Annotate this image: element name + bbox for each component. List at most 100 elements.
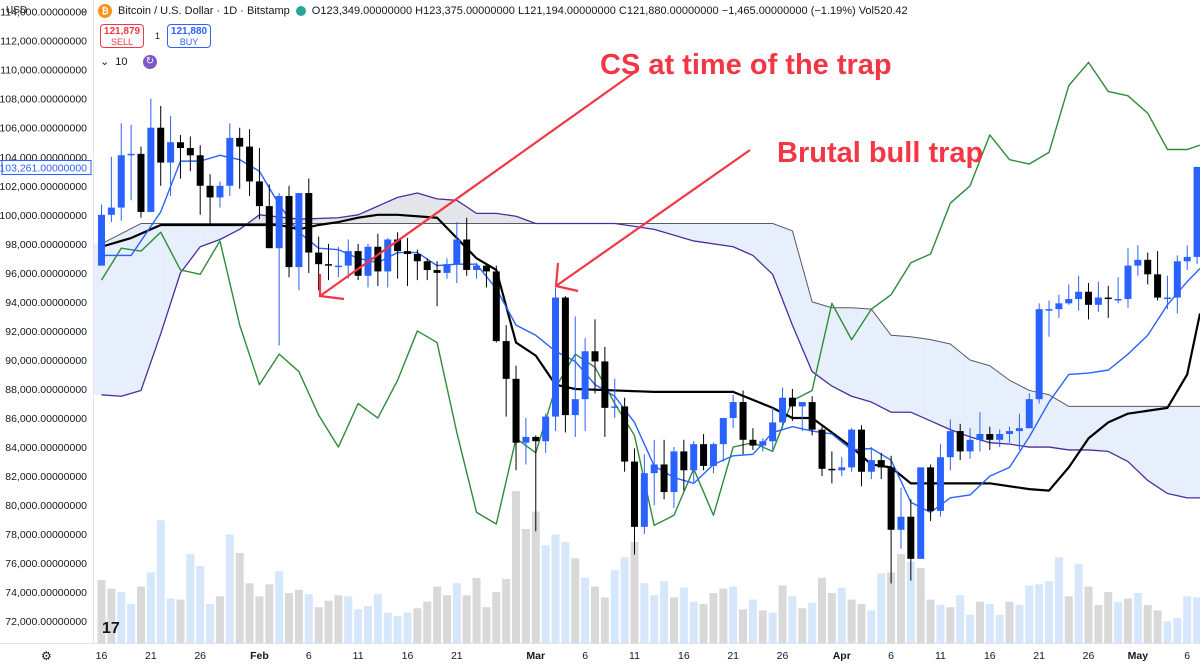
candle-body xyxy=(1075,291,1083,300)
volume-bar xyxy=(423,601,432,643)
symbol-title[interactable]: Bitcoin / U.S. Dollar · 1D · Bitstamp xyxy=(118,5,290,17)
indicator-lines xyxy=(100,61,1200,527)
volume-bar xyxy=(1054,557,1063,643)
candle-body xyxy=(956,431,964,452)
volume-bar xyxy=(699,603,708,643)
cloud-segment xyxy=(1187,406,1198,498)
market-status-icon xyxy=(295,6,306,16)
cloud-segment xyxy=(762,223,773,275)
candle-body xyxy=(1154,274,1162,298)
candle-body xyxy=(1124,265,1132,300)
candle-body xyxy=(354,251,362,276)
volume-bar xyxy=(176,599,185,643)
y-tick-label: 108,000.00000000 xyxy=(0,94,87,106)
candle-body xyxy=(976,433,984,440)
cloud-segment xyxy=(1068,406,1079,450)
sell-price: 121,879 xyxy=(103,26,141,37)
currency-caret-icon[interactable]: ⌄ xyxy=(80,5,88,15)
cloud-segment xyxy=(989,365,1000,444)
candle-body xyxy=(384,239,392,272)
candle-body xyxy=(729,402,737,419)
candle-body xyxy=(315,252,323,265)
kijun-line xyxy=(101,213,1200,492)
candle-body xyxy=(176,142,184,149)
chevron-down-icon[interactable]: ⌄ xyxy=(100,56,110,68)
price-badge-text: 103,261.00000000 xyxy=(0,162,87,174)
candle-body xyxy=(403,251,411,255)
cloud-segment xyxy=(1167,406,1178,496)
cloud-segment xyxy=(930,339,941,426)
candle-body xyxy=(532,436,540,442)
cloud-segment xyxy=(407,193,418,224)
candle-body xyxy=(502,341,510,379)
cloud-segment xyxy=(1147,406,1158,487)
cloud-segment xyxy=(910,336,921,417)
cloud-segment xyxy=(506,214,517,224)
candle-body xyxy=(808,402,816,430)
cloud-segment xyxy=(210,223,220,244)
cloud-segment xyxy=(713,223,724,246)
volume-bar xyxy=(512,491,521,643)
volume-bar xyxy=(798,608,807,643)
open-label: O xyxy=(311,5,321,17)
y-tick-label: 114,000.00000000 xyxy=(0,7,87,19)
candle-body xyxy=(709,444,717,466)
volume-bar xyxy=(768,612,777,643)
logo-text: 17 xyxy=(102,620,120,637)
candle-body xyxy=(512,378,520,443)
buy-button[interactable]: 121,880 BUY xyxy=(167,24,211,48)
cloud-segment xyxy=(940,341,951,430)
x-tick-label: 26 xyxy=(777,650,789,662)
cloud-segment xyxy=(476,213,487,224)
volume-bar xyxy=(413,608,422,643)
volume-bar xyxy=(719,588,728,643)
x-tick-label: May xyxy=(1128,650,1149,662)
cloud-segment xyxy=(387,197,398,224)
x-tick-label: 16 xyxy=(96,650,108,662)
gear-icon[interactable]: ⚙ xyxy=(41,649,52,663)
cloud-segment xyxy=(1049,394,1059,449)
volume-bar xyxy=(837,587,846,643)
cloud-segment xyxy=(446,199,457,224)
volume-bar xyxy=(265,584,274,643)
x-tick-label: 26 xyxy=(1083,650,1095,662)
annotation-arrow-shaft xyxy=(319,71,636,297)
candle-body xyxy=(680,451,688,471)
candle-body xyxy=(334,265,342,268)
candle-body xyxy=(601,361,609,408)
cloud-segment xyxy=(861,308,872,403)
cloud-segment xyxy=(318,218,329,224)
volume-bar xyxy=(482,607,491,643)
y-tick-label: 92,000.00000000 xyxy=(5,326,87,338)
cloud-segment xyxy=(1118,406,1128,462)
cloud-segment xyxy=(703,223,714,244)
candle-body xyxy=(848,429,856,468)
cloud-segment xyxy=(683,223,694,241)
annotation-arrow-shaft xyxy=(555,149,751,287)
volume-bar xyxy=(1094,605,1103,643)
x-tick-label: 26 xyxy=(194,650,206,662)
refresh-icon[interactable]: ↻ xyxy=(143,55,157,69)
cloud-segment xyxy=(229,223,240,235)
volume-bar xyxy=(344,596,353,643)
volume-bar xyxy=(1183,596,1192,643)
sell-button[interactable]: 121,879 SELL xyxy=(100,24,144,48)
candle-body xyxy=(344,251,352,266)
volume-bar xyxy=(581,577,590,643)
volume-bar xyxy=(808,602,817,643)
volume-bar xyxy=(758,610,767,643)
volume-bar xyxy=(334,595,343,643)
x-tick-label: 6 xyxy=(582,650,588,662)
volume-bar xyxy=(1084,586,1093,643)
indicator-toggle[interactable]: ⌄ 10 xyxy=(100,55,127,69)
candle-body xyxy=(660,464,668,493)
high-label: H xyxy=(415,5,424,17)
volume-bar xyxy=(600,597,609,643)
cloud-segment xyxy=(1098,406,1109,452)
volume-bar xyxy=(1193,597,1200,643)
currency-selector[interactable]: USD xyxy=(6,5,28,16)
cloud-segment xyxy=(486,213,497,224)
cloud-segment xyxy=(437,198,447,224)
x-tick-label: 6 xyxy=(888,650,894,662)
